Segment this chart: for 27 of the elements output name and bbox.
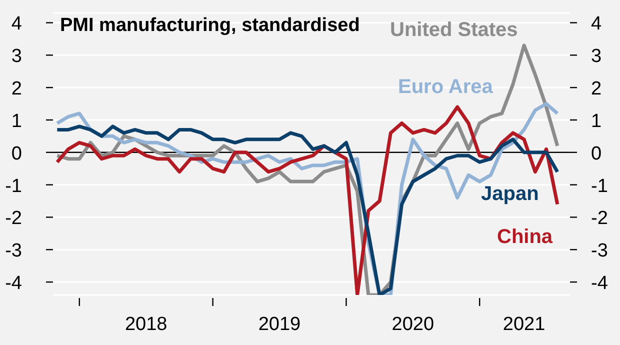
y-tick-label: 2 — [11, 78, 22, 100]
y-tick-label: 0 — [11, 143, 22, 164]
series-label: Japan — [481, 183, 539, 205]
series-label: United States — [390, 19, 518, 41]
x-tick-label: 2021 — [502, 314, 546, 335]
y-tick-label: -3 — [5, 240, 22, 262]
x-tick-label: 2020 — [392, 314, 434, 335]
y2-tick-label: 1 — [591, 110, 602, 132]
y2-tick-label: 2 — [591, 78, 602, 100]
y2-tick-label: -1 — [591, 176, 608, 197]
y2-tick-label: -3 — [591, 240, 608, 262]
y-tick-label: 4 — [11, 14, 22, 35]
y-tick-label: 3 — [11, 46, 22, 68]
text: Euro Area — [398, 76, 494, 98]
y2-tick-label: 0 — [591, 143, 602, 164]
chart-title: PMI manufacturing, standardised — [60, 15, 360, 36]
y2-tick-label: -2 — [591, 208, 608, 230]
x-tick-label: 2019 — [258, 314, 301, 335]
y2-tick-label: 4 — [591, 14, 602, 35]
y-tick-label: 1 — [11, 110, 22, 132]
series-label: China — [497, 226, 554, 248]
x-tick-label: 2018 — [124, 314, 168, 335]
y2-tick-label: 3 — [591, 46, 602, 68]
y-tick-label: -2 — [5, 208, 22, 230]
y2-tick-label: -4 — [591, 273, 608, 294]
y-tick-label: -1 — [5, 176, 22, 197]
y-tick-label: -4 — [5, 273, 22, 294]
